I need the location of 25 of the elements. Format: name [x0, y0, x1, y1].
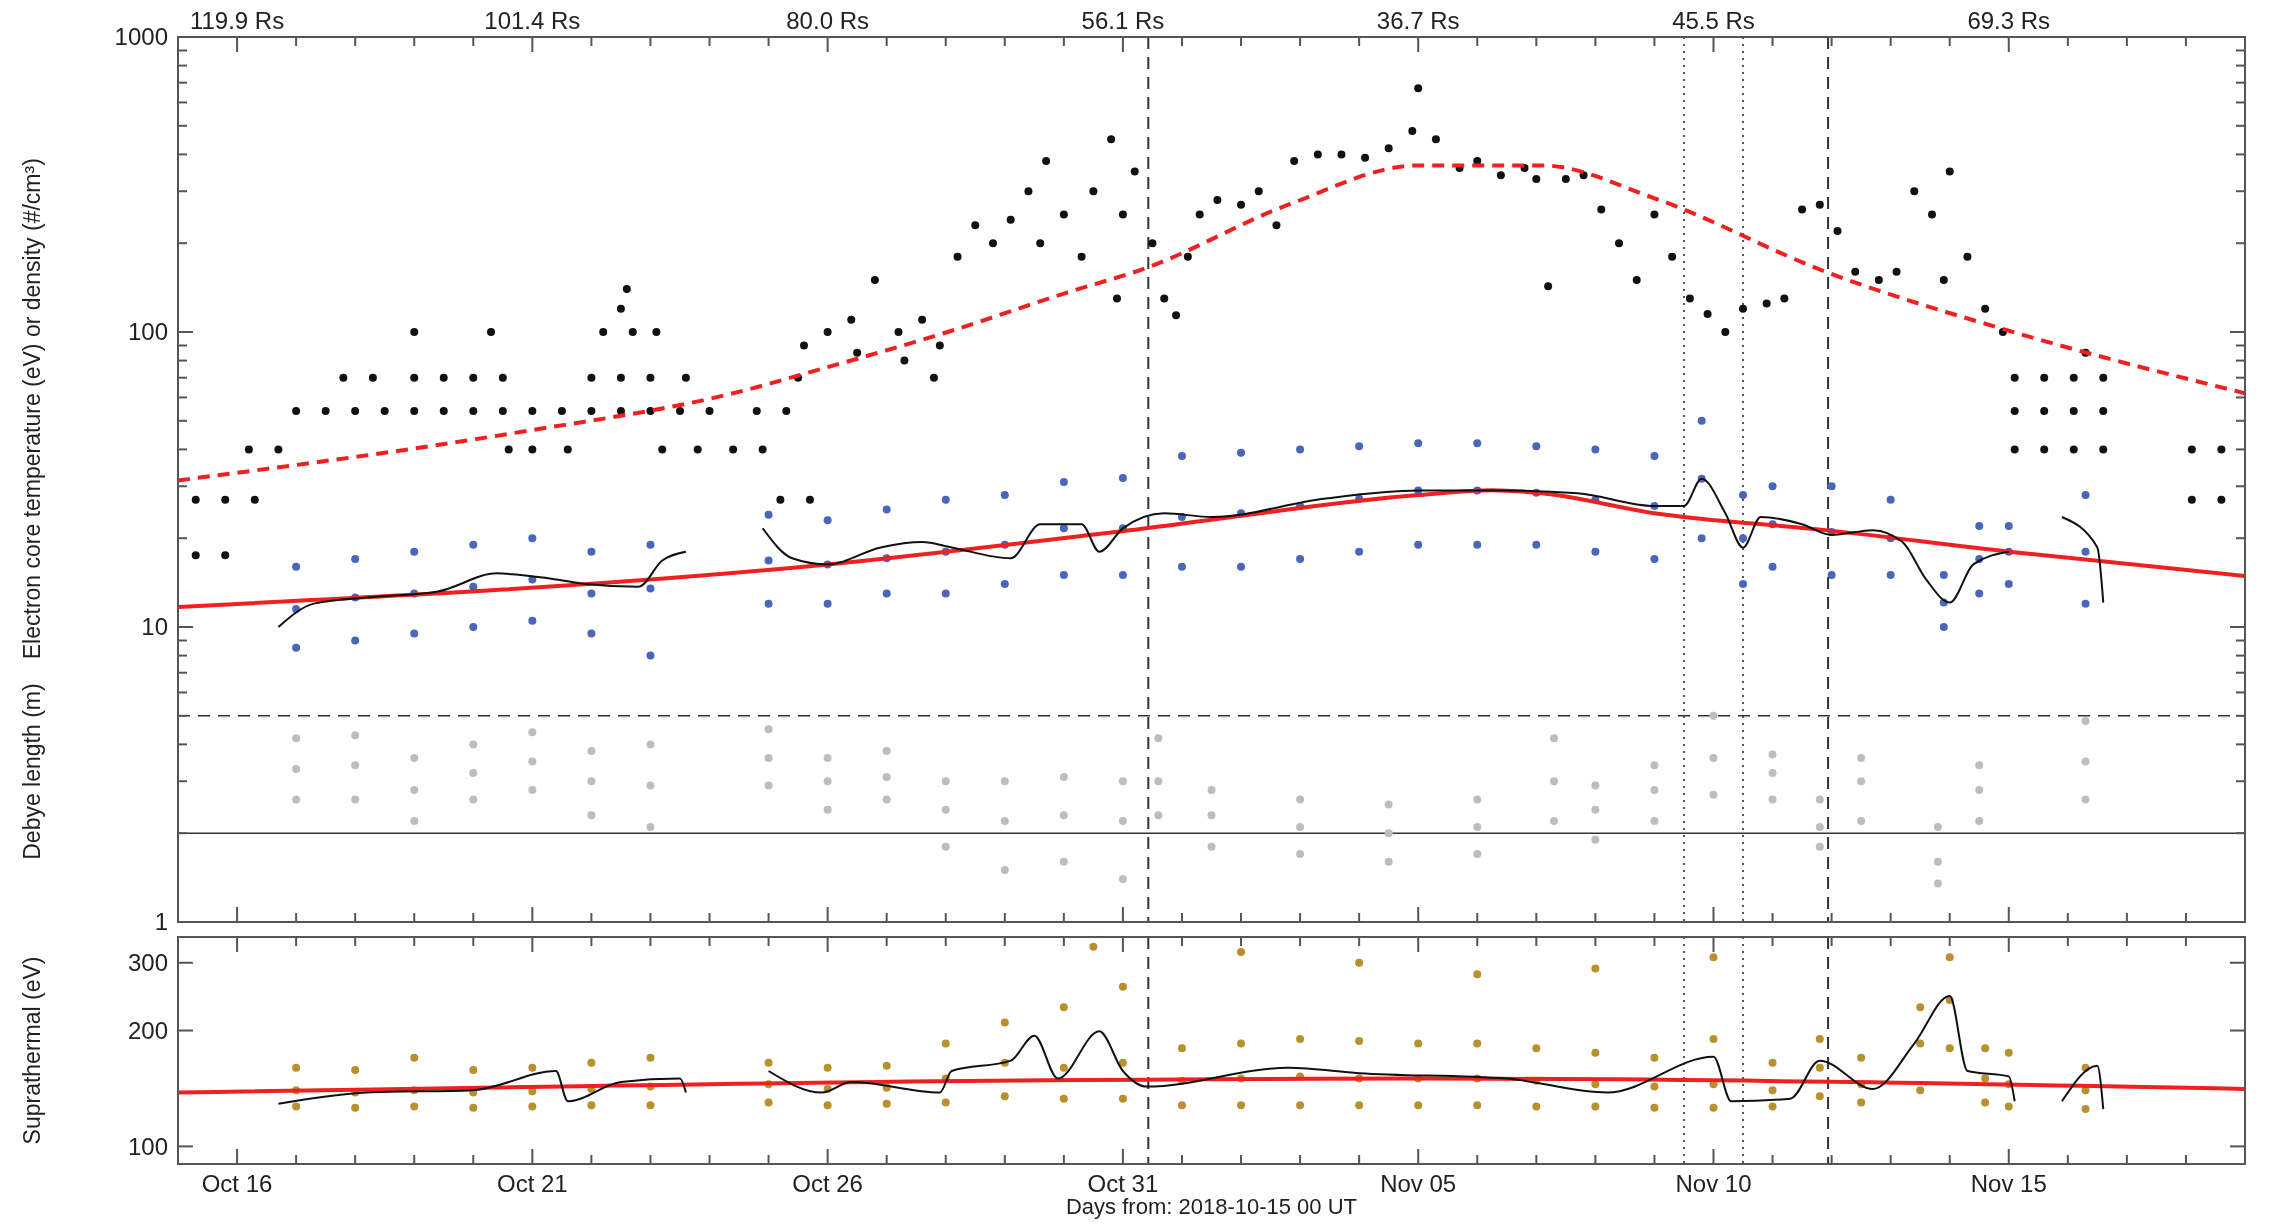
text: 119.9 Rs [189, 7, 285, 34]
text: Debye length (m) [19, 683, 46, 860]
x-tick-label: Oct 31 [1087, 1170, 1159, 1197]
x-tick-label: Nov 10 [1675, 1170, 1752, 1197]
x-axis-title: Days from: 2018-10-15 00 UT [1065, 1194, 1358, 1219]
x-tick-label: Oct 16 [201, 1170, 273, 1197]
y-axis-title: Suprathermal (eV) [19, 956, 46, 1145]
y-tick-label: 100 [127, 1132, 168, 1160]
y-tick-label: 200 [127, 1016, 168, 1044]
x-tick-label: Oct 21 [496, 1170, 568, 1197]
text: 69.3 Rs [1967, 7, 2051, 34]
text: 101.4 Rs [484, 7, 581, 34]
y-tick-label: 1 [154, 908, 168, 936]
x-tick-label: Nov 15 [1970, 1170, 2047, 1197]
y-tick-label: 10 [141, 613, 168, 641]
text: 45.5 Rs [1672, 7, 1755, 34]
x-tick-label: Oct 26 [792, 1170, 863, 1197]
x-tick-label: Nov 05 [1380, 1170, 1457, 1197]
text: 36.7 Rs [1376, 7, 1460, 34]
y-axis-title: Electron core temperature (eV) or density (#/cm³) [19, 158, 46, 660]
y-tick-label: 300 [127, 949, 168, 977]
text: 56.1 Rs [1081, 7, 1165, 34]
y-tick-label: 1000 [114, 23, 168, 51]
y-tick-label: 100 [127, 318, 168, 346]
text: 80.0 Rs [786, 7, 869, 34]
